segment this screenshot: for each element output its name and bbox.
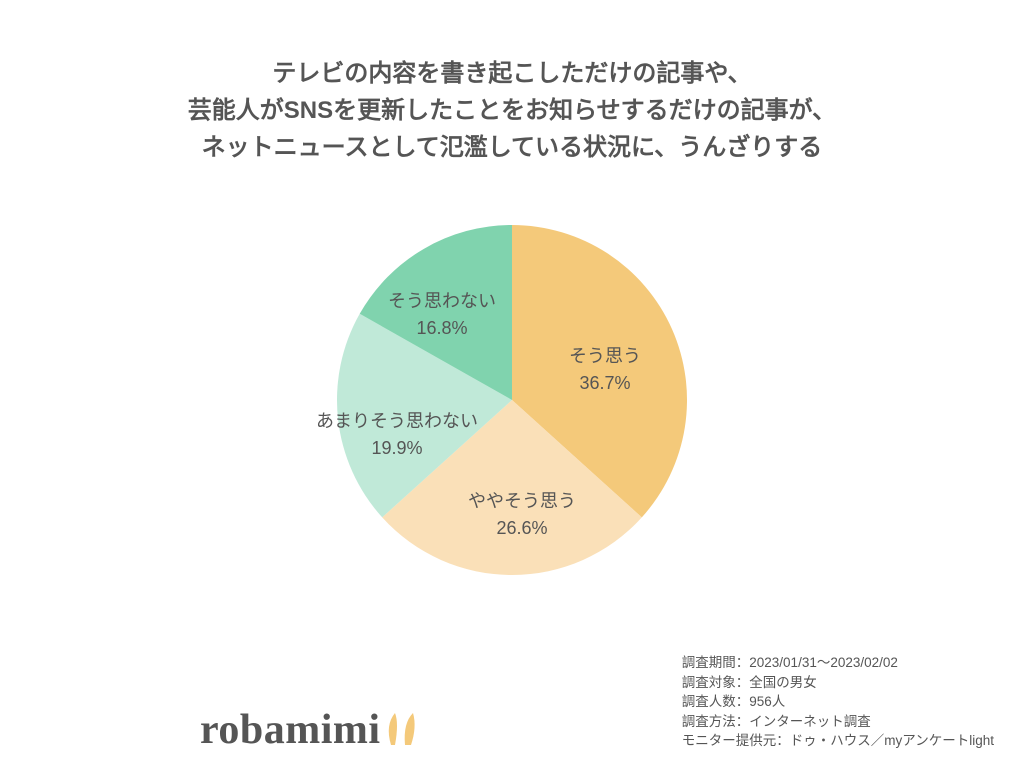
brand-logo: robamimi: [200, 709, 417, 751]
survey-target-label: 調査対象：: [682, 675, 750, 690]
survey-count-value: 956人: [749, 694, 785, 709]
pie-label-text: ややそう思う: [468, 488, 576, 515]
survey-method-value: インターネット調査: [749, 714, 871, 729]
pie-label-text: そう思わない: [388, 288, 496, 315]
pie-label-percent: 36.7%: [569, 370, 641, 397]
title-line-2: 芸能人がSNSを更新したことをお知らせするだけの記事が、: [188, 97, 836, 124]
pie-label-percent: 19.9%: [316, 435, 478, 462]
survey-source-value: ドゥ・ハウス／myアンケートlight: [790, 733, 994, 748]
pie-label-text: そう思う: [569, 343, 641, 370]
title-line-3: ネットニュースとして氾濫している状況に、うんざりする: [202, 134, 823, 161]
logo-text: robamimi: [200, 709, 381, 751]
survey-method: 調査方法：インターネット調査: [682, 712, 994, 732]
pie-label-percent: 26.6%: [468, 515, 576, 542]
survey-target-value: 全国の男女: [749, 675, 817, 690]
survey-period: 調査期間：2023/01/31～2023/02/02: [682, 653, 994, 673]
survey-period-value: 2023/01/31～2023/02/02: [749, 655, 898, 670]
pie-label-3: そう思わない16.8%: [388, 288, 496, 342]
survey-metadata: 調査期間：2023/01/31～2023/02/02 調査対象：全国の男女 調査…: [682, 653, 994, 751]
survey-period-label: 調査期間：: [682, 655, 750, 670]
survey-count: 調査人数：956人: [682, 692, 994, 712]
pie-label-percent: 16.8%: [388, 315, 496, 342]
survey-source-label: モニター提供元：: [682, 733, 790, 748]
title-line-1: テレビの内容を書き起こしただけの記事や、: [272, 60, 751, 87]
pie-chart-container: そう思う36.7% ややそう思う26.6% あまりそう思わない19.9% そう思わない…: [0, 225, 1024, 575]
logo-ears-icon: [385, 711, 417, 745]
survey-target: 調査対象：全国の男女: [682, 673, 994, 693]
pie-label-text: あまりそう思わない: [316, 408, 478, 435]
survey-method-label: 調査方法：: [682, 714, 750, 729]
survey-count-label: 調査人数：: [682, 694, 750, 709]
footer: robamimi 調査期間：2023/01/31～2023/02/02 調査対象…: [0, 653, 1024, 751]
survey-source: モニター提供元：ドゥ・ハウス／myアンケートlight: [682, 731, 994, 751]
pie-label-2: あまりそう思わない19.9%: [316, 408, 478, 462]
pie-label-1: ややそう思う26.6%: [468, 488, 576, 542]
pie-label-0: そう思う36.7%: [569, 343, 641, 397]
pie-chart: そう思う36.7%ややそう思う26.6%あまりそう思わない19.9%そう思わない…: [337, 225, 687, 575]
chart-title: テレビの内容を書き起こしただけの記事や、 芸能人がSNSを更新したことをお知らせ…: [0, 0, 1024, 167]
